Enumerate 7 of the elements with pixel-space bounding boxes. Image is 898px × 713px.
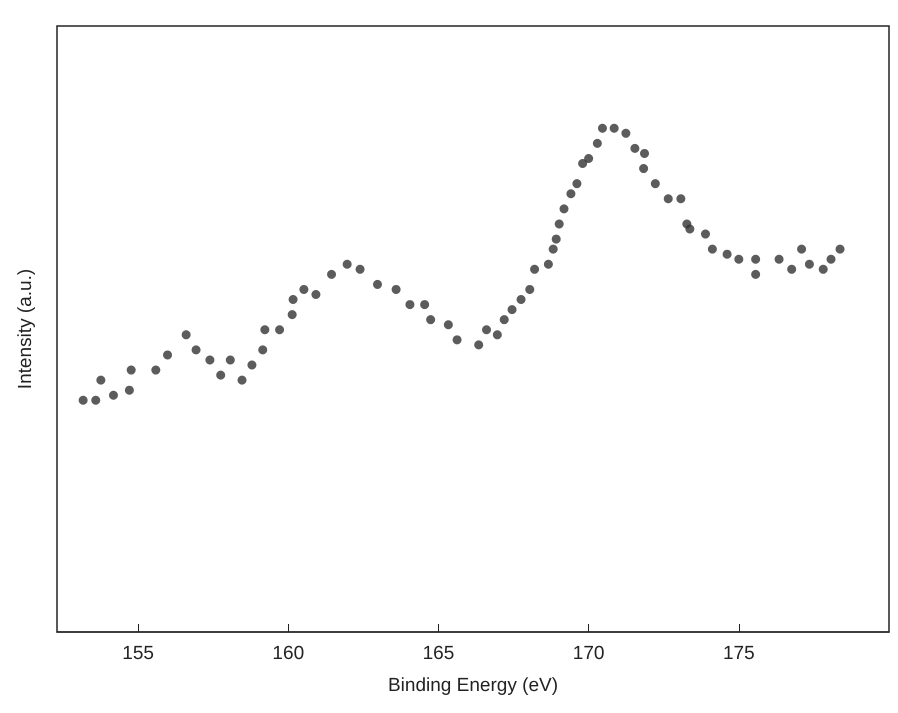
x-tick-label: 155 [122,643,154,664]
x-tick-label: 165 [422,643,454,664]
x-tick-label: 175 [722,643,755,664]
y-axis-title: Intensity (a.u.) [15,268,36,390]
x-tick-label: 160 [272,643,304,664]
x-tick-label: 170 [572,643,604,664]
x-axis-title: Binding Energy (eV) [388,675,558,696]
